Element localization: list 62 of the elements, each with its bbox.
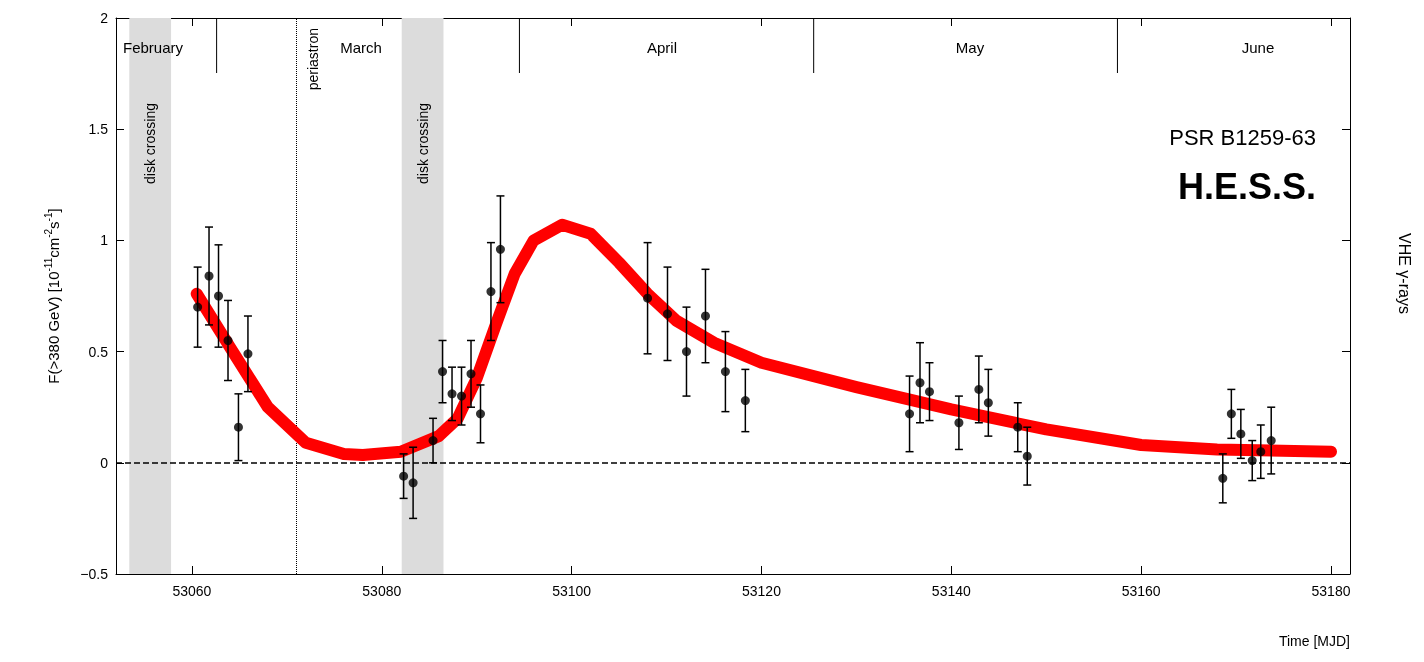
y-tick-label: 1 — [100, 232, 109, 249]
x-tick-label: 53120 — [742, 583, 782, 599]
point — [720, 367, 730, 377]
y-tick-label: 1.5 — [88, 121, 109, 138]
point — [1218, 473, 1228, 483]
point — [1013, 422, 1023, 432]
point — [1256, 447, 1266, 457]
x-tick-label: 53100 — [552, 583, 592, 599]
point — [1022, 451, 1032, 461]
y-axis-title: F(>380 GeV) [10-11cm-2s-1] — [42, 208, 62, 384]
x-tick-label: 53180 — [1311, 583, 1351, 599]
band-label: disk crossing — [142, 103, 159, 184]
point — [457, 391, 467, 401]
x-tick-label: 53140 — [931, 583, 971, 599]
x-axis-title: Time [MJD] — [1278, 633, 1350, 649]
y-tick-label: 0 — [100, 454, 109, 471]
annotation: March — [340, 38, 382, 56]
y-tick-label: 0.5 — [88, 343, 109, 360]
annotation: May — [955, 38, 985, 56]
point — [438, 367, 448, 377]
point — [643, 293, 653, 303]
point — [466, 369, 476, 379]
point — [700, 311, 710, 321]
point — [233, 422, 243, 432]
point — [243, 349, 253, 359]
point — [1226, 409, 1236, 419]
point — [1266, 436, 1276, 446]
x-tick-label: 53080 — [362, 583, 402, 599]
y-tick-label: −0.5 — [80, 566, 109, 582]
point — [1236, 429, 1246, 439]
point — [408, 478, 418, 488]
point — [447, 389, 457, 399]
point — [223, 335, 233, 345]
annotation: PSR B1259-63 — [1169, 124, 1317, 150]
point — [925, 387, 934, 397]
point — [974, 384, 984, 394]
annotation: April — [646, 38, 678, 56]
point — [954, 418, 964, 428]
y-tick-label: 2 — [100, 10, 109, 26]
point — [476, 409, 485, 419]
point — [682, 347, 691, 357]
point — [486, 287, 496, 297]
point — [495, 244, 505, 254]
annotation: H.E.S.S. — [1177, 165, 1317, 207]
point — [214, 291, 224, 301]
point — [193, 302, 203, 312]
point — [204, 271, 214, 281]
point — [1247, 456, 1257, 466]
text: VHE γ-rays — [1395, 233, 1413, 314]
point — [905, 409, 915, 419]
annotation: June — [1241, 38, 1275, 56]
x-tick-label: 53160 — [1121, 583, 1161, 599]
ref-line-label: periastron — [305, 28, 322, 91]
x-tick-label: 53060 — [172, 583, 212, 599]
point — [983, 398, 993, 408]
point — [428, 436, 438, 446]
point — [399, 471, 409, 481]
band-label: disk crossing — [414, 103, 431, 184]
point — [915, 378, 925, 388]
point — [740, 396, 750, 406]
annotation: February — [122, 38, 184, 56]
point — [663, 309, 672, 319]
